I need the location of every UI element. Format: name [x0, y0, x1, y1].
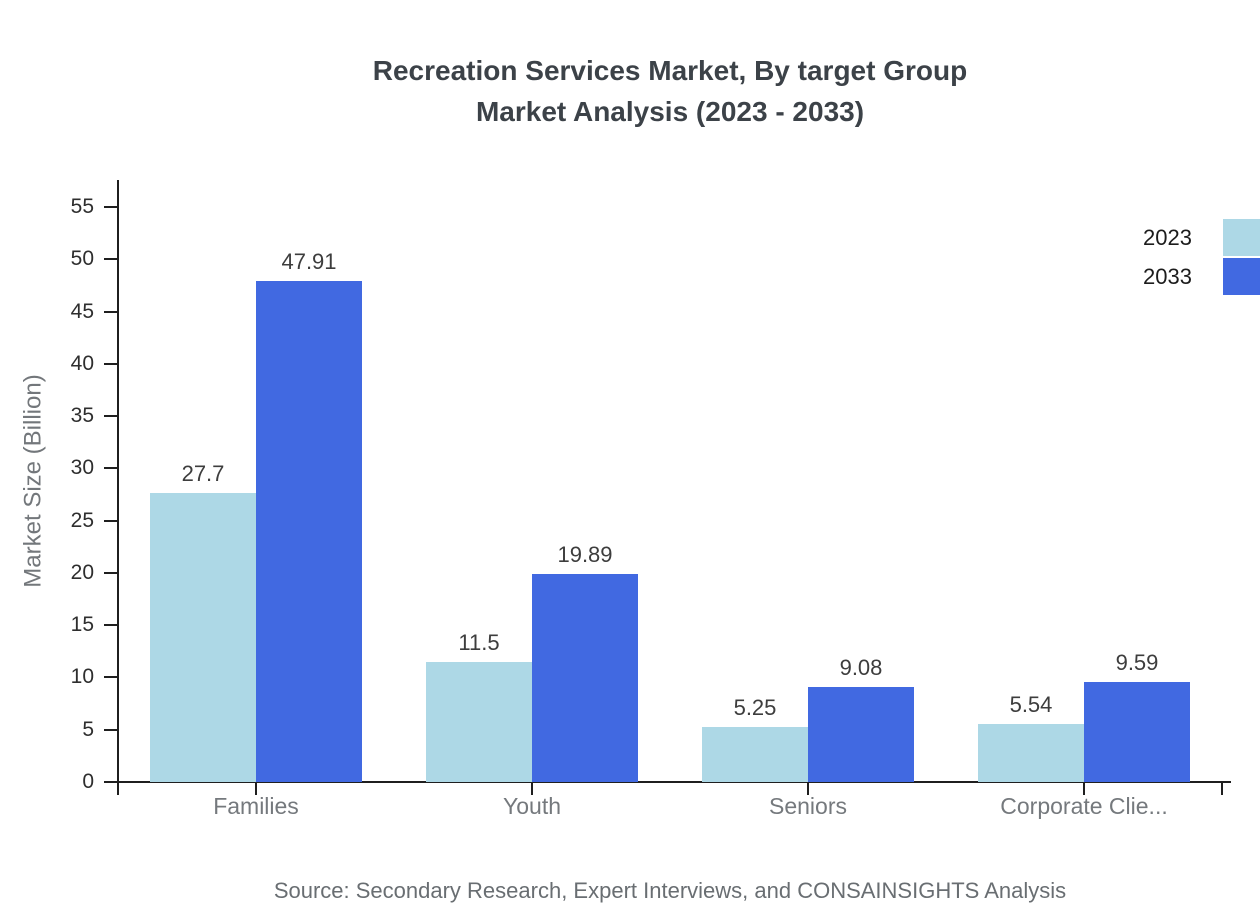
x-axis-line [104, 781, 1231, 783]
x-tick [117, 782, 119, 795]
bar-2033-0 [256, 281, 362, 782]
legend-swatch [1223, 258, 1260, 295]
chart-title: Recreation Services Market, By target Gr… [118, 50, 1222, 132]
legend-label: 2023 [1143, 224, 1192, 250]
y-tick [104, 624, 117, 627]
y-tick-label: 50 [70, 247, 94, 271]
x-axis-label: Corporate Clie... [1000, 793, 1168, 819]
bar-2033-1 [532, 574, 638, 782]
bar-2023-0 [150, 492, 256, 782]
bar-2023-2 [702, 727, 808, 782]
plot-area: 27.7 47.91 11.5 19.89 5.25 9.08 5.54 9.59 [118, 180, 1222, 782]
bar-value-label: 47.91 [281, 249, 337, 275]
y-tick [104, 362, 117, 365]
bar-2033-2 [808, 687, 914, 782]
bar-value-label: 5.54 [1009, 692, 1053, 718]
y-tick-label: 25 [70, 508, 94, 532]
y-tick-label: 20 [70, 560, 94, 584]
bar-value-label: 9.08 [839, 655, 883, 681]
y-tick-label: 5 [82, 717, 94, 741]
y-tick [104, 676, 117, 679]
chart-title-line1: Recreation Services Market, By target Gr… [372, 55, 968, 86]
bar-value-label: 19.89 [557, 542, 613, 568]
bar-value-label: 27.7 [181, 460, 225, 486]
y-tick [104, 415, 117, 418]
legend-swatch [1223, 219, 1260, 256]
bar-2023-3 [978, 724, 1084, 782]
y-tick-label: 40 [70, 351, 94, 375]
y-tick-label: 0 [82, 770, 94, 793]
bar-value-label: 5.25 [733, 695, 777, 721]
bar-2023-1 [426, 661, 532, 782]
y-tick-label: 55 [70, 195, 94, 219]
x-axis-label: Seniors [769, 793, 847, 819]
y-tick-label: 15 [70, 613, 94, 637]
y-tick [104, 781, 117, 783]
legend-label: 2033 [1143, 263, 1192, 289]
x-axis-label: Families [213, 793, 299, 819]
y-tick [104, 728, 117, 731]
y-axis-line [117, 180, 119, 783]
y-tick [104, 571, 117, 574]
legend-item: 2023 [1143, 219, 1260, 256]
y-tick [104, 258, 117, 261]
bar-2033-3 [1084, 681, 1190, 782]
y-tick-label: 30 [70, 456, 94, 480]
y-tick-label: 10 [70, 665, 94, 689]
y-tick [104, 467, 117, 470]
x-axis-label: Youth [503, 793, 561, 819]
chart-title-line2: Market Analysis (2023 - 2033) [475, 96, 865, 127]
legend-item: 2033 [1143, 258, 1260, 295]
legend: 2023 2033 [1143, 219, 1260, 297]
bar-value-label: 11.5 [458, 629, 500, 655]
bar-value-label: 9.59 [1115, 649, 1159, 675]
x-tick [255, 782, 257, 795]
y-tick [104, 519, 117, 522]
source-note: Source: Secondary Research, Expert Inter… [273, 878, 1067, 903]
x-tick [1221, 782, 1223, 795]
y-tick-label: 45 [70, 299, 94, 323]
y-tick [104, 206, 117, 209]
x-tick [1083, 782, 1085, 795]
x-tick [807, 782, 809, 795]
y-tick-label: 35 [70, 404, 94, 428]
y-tick [104, 310, 117, 313]
x-tick [531, 782, 533, 795]
